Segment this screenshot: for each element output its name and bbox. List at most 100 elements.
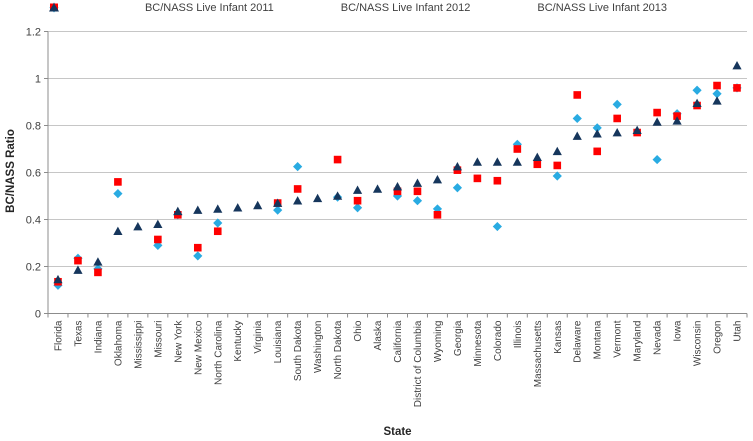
data-point-diamond — [652, 154, 662, 165]
data-point-diamond — [592, 123, 602, 133]
data-point-diamond — [692, 85, 702, 95]
x-axis-state-label: Kansas — [553, 321, 564, 354]
data-point-square — [593, 147, 602, 156]
x-axis-state-label: Alaska — [373, 320, 384, 350]
legend-label-2011: BC/NASS Live Infant 2011 — [144, 2, 274, 14]
data-point-diamond — [492, 221, 502, 232]
y-axis-tick-label: 0.8 — [26, 121, 41, 133]
x-axis-state-label: Minnesota — [473, 320, 484, 367]
data-point-square — [493, 176, 502, 185]
data-point-square — [513, 145, 522, 153]
x-axis-state-label: South Dakota — [293, 320, 304, 381]
x-axis-state-label: Wisconsin — [693, 321, 704, 367]
data-point-square — [713, 81, 721, 90]
data-point-triangle — [512, 157, 522, 166]
data-point-square — [94, 268, 102, 277]
data-point-square — [733, 84, 741, 92]
data-point-triangle — [492, 157, 502, 166]
data-point-square — [333, 155, 342, 164]
x-axis-state-label: Wyoming — [433, 321, 444, 363]
data-point-square — [193, 243, 202, 252]
x-axis-state-label: Kentucky — [233, 321, 244, 362]
x-axis-state-label: Florida — [53, 320, 64, 351]
data-point-triangle — [712, 96, 722, 105]
x-axis-state-label: Georgia — [453, 320, 464, 356]
triangle-glyph — [49, 3, 59, 12]
x-axis-state-label: Louisiana — [273, 320, 284, 363]
data-point-square — [114, 178, 122, 186]
data-point-square — [673, 112, 681, 120]
data-point-square — [74, 256, 82, 265]
data-point-triangle — [313, 193, 323, 203]
data-point-triangle — [732, 60, 742, 70]
data-point-square — [553, 161, 562, 170]
data-point-square — [653, 108, 661, 117]
data-point-diamond — [612, 99, 622, 109]
data-point-square — [413, 187, 422, 196]
data-point-triangle — [592, 129, 602, 138]
x-axis-title: State — [383, 426, 412, 438]
x-axis-state-label: Missouri — [153, 321, 164, 358]
data-point-diamond — [352, 203, 363, 213]
data-point-triangle — [632, 125, 642, 134]
x-axis-state-label: California — [393, 320, 404, 363]
data-point-triangle — [73, 265, 83, 274]
data-point-triangle — [412, 178, 423, 187]
data-point-diamond — [452, 183, 463, 193]
data-point-triangle — [113, 226, 123, 236]
data-point-square — [573, 91, 582, 99]
data-point-triangle — [352, 185, 363, 194]
x-axis-state-label: Delaware — [573, 320, 584, 363]
data-point-square — [613, 114, 621, 123]
x-axis-state-label: Colorado — [493, 320, 504, 361]
x-axis-state-label: North Dakota — [333, 320, 344, 379]
x-axis-state-label: Utah — [733, 321, 744, 342]
data-point-triangle — [372, 184, 383, 193]
x-axis-state-label: Vermont — [613, 320, 624, 357]
data-point-triangle — [472, 157, 482, 166]
x-axis-state-label: Nevada — [653, 320, 664, 355]
data-point-diamond — [572, 113, 582, 124]
data-point-triangle — [612, 127, 622, 137]
data-point-triangle — [692, 98, 702, 107]
data-point-square — [353, 196, 362, 205]
data-point-triangle — [213, 204, 223, 213]
data-point-square — [393, 187, 402, 196]
data-point-diamond — [712, 89, 722, 99]
y-axis-tick-label: 0.4 — [26, 215, 41, 227]
data-point-triangle — [652, 117, 662, 126]
y-axis-tick-label: 0 — [35, 309, 41, 321]
x-axis-state-label: Mississippi — [133, 321, 144, 369]
data-point-triangle — [552, 146, 562, 156]
data-point-triangle — [153, 219, 163, 228]
x-axis-state-label: Texas — [73, 321, 84, 347]
data-point-square — [213, 227, 222, 236]
legend-label-2013: BC/NASS Live Infant 2013 — [537, 2, 668, 14]
data-point-triangle — [193, 205, 203, 214]
x-axis-state-label: New York — [173, 320, 184, 363]
data-point-diamond — [552, 171, 562, 181]
y-axis-tick-label: 1.2 — [26, 27, 41, 39]
legend-label-2012: BC/NASS Live Infant 2012 — [340, 2, 471, 14]
data-point-triangle — [253, 200, 263, 210]
data-point-triangle — [332, 191, 343, 200]
data-point-triangle — [133, 221, 143, 231]
data-point-triangle — [53, 274, 63, 284]
data-point-diamond — [113, 189, 123, 199]
x-axis-state-label: Virginia — [253, 320, 264, 354]
x-axis-state-label: Washington — [313, 321, 324, 373]
data-point-triangle — [293, 196, 303, 205]
data-point-triangle — [572, 131, 582, 140]
data-point-diamond — [273, 205, 283, 215]
x-axis-state-label: New Mexico — [193, 320, 204, 375]
triangle-icon — [49, 3, 532, 14]
data-point-triangle — [93, 257, 103, 266]
x-axis-state-label: Indiana — [93, 320, 104, 353]
data-point-diamond — [213, 218, 223, 228]
y-axis-tick-label: 1 — [35, 74, 41, 86]
data-point-triangle — [432, 174, 443, 184]
data-point-triangle — [452, 162, 463, 171]
data-point-triangle — [532, 152, 542, 162]
